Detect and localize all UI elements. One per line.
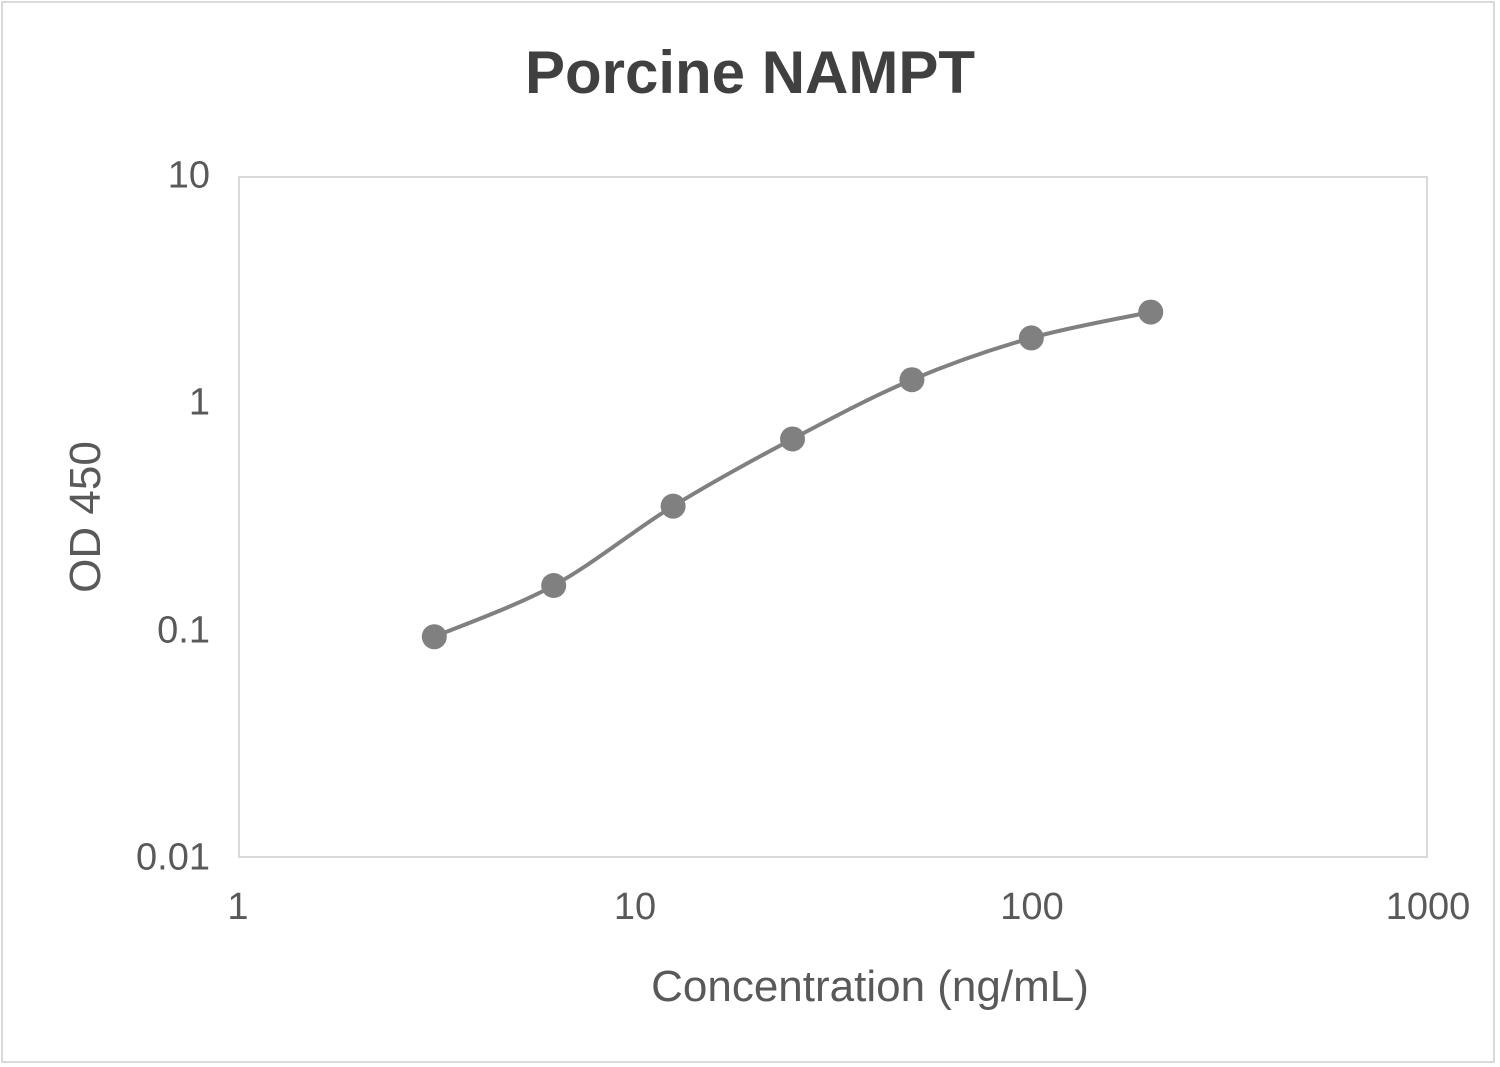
data-point-marker: [899, 367, 925, 393]
x-tick-label: 10: [613, 886, 657, 928]
y-tick-label: 10: [167, 154, 210, 197]
data-point-marker: [780, 426, 806, 452]
x-axis-label: Concentration (ng/mL): [651, 962, 1089, 1011]
chart-title: Porcine NAMPT: [524, 39, 976, 106]
y-tick-label: 0.01: [136, 836, 210, 879]
y-tick-label: 0.1: [157, 609, 210, 652]
y-tick-label: 1: [188, 381, 210, 424]
data-point-marker: [1138, 299, 1164, 325]
data-point-marker: [541, 573, 567, 599]
x-tick-label: 100: [1000, 886, 1064, 928]
plot-area: [238, 176, 1428, 858]
data-point-marker: [421, 624, 447, 650]
data-point-marker: [660, 493, 686, 519]
data-point-marker: [1018, 325, 1044, 351]
series-markers: [421, 299, 1164, 650]
x-tick-label: 1: [227, 886, 249, 928]
x-tick-label: 1000: [1385, 886, 1471, 928]
